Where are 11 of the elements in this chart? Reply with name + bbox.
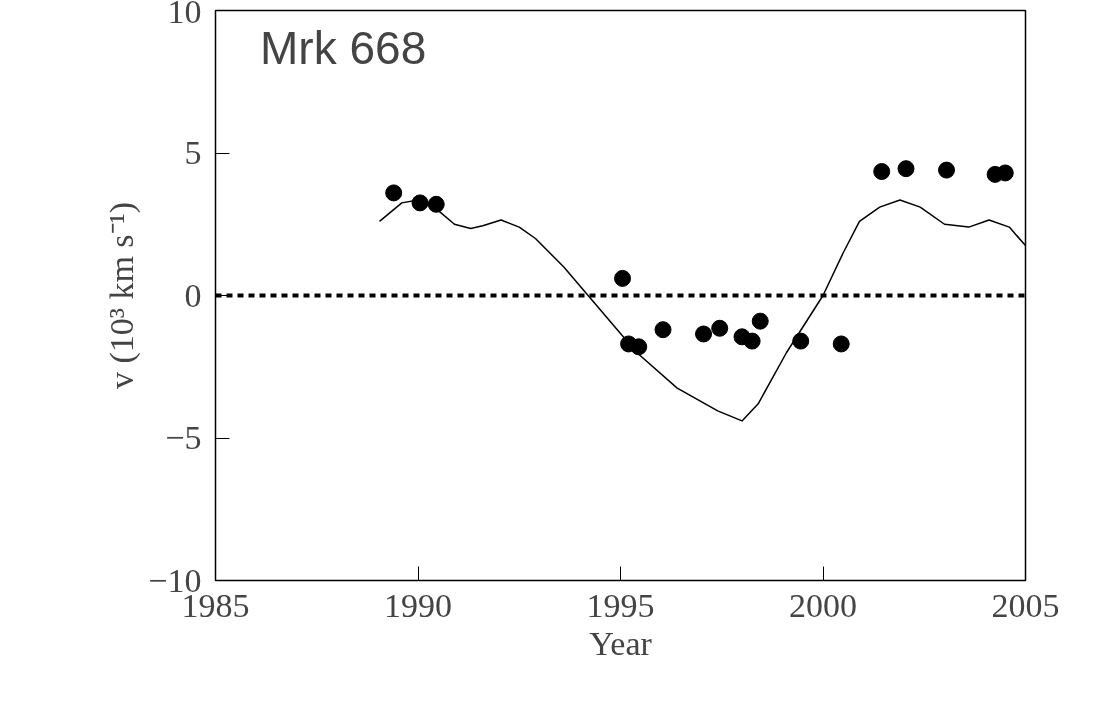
- y-tick-label: 10: [167, 0, 202, 30]
- annotation: Mrk 668: [260, 21, 427, 74]
- y-tick-label: −5: [165, 419, 202, 456]
- x-tick-label: 1990: [384, 586, 452, 624]
- y-tick-label: 0: [184, 276, 202, 314]
- x-tick-label: 1995: [586, 586, 655, 624]
- x-axis-title: Year: [589, 624, 653, 662]
- y-axis-title: v (10³ km s⁻¹): [103, 201, 142, 390]
- y-tick-label: 5: [184, 134, 202, 171]
- x-tick-label: 2000: [789, 586, 857, 624]
- x-tick-label: 2005: [991, 586, 1060, 624]
